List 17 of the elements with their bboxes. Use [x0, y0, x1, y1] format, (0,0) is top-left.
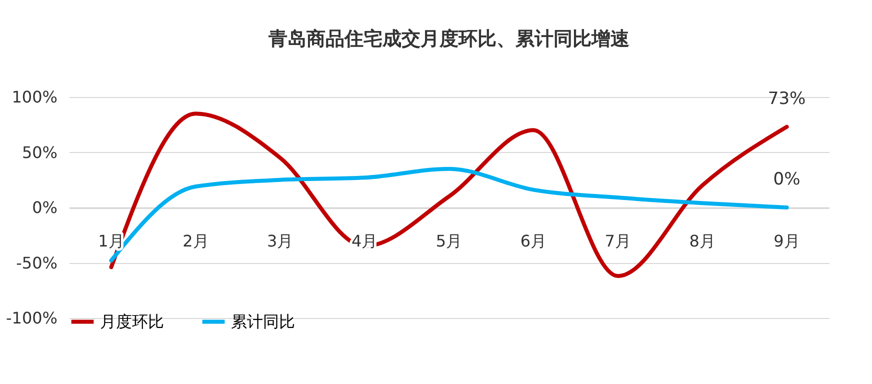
- data-label: 0%: [773, 170, 800, 190]
- chart-title: 青岛商品住宅成交月度环比、累计同比增速: [268, 28, 630, 50]
- x-tick-label: 6月: [520, 232, 547, 250]
- legend-label: 累计同比: [231, 312, 295, 331]
- x-tick-label: 7月: [604, 232, 631, 250]
- y-tick-label: 100%: [12, 88, 58, 106]
- x-tick-label: 2月: [182, 232, 209, 250]
- legend-label: 月度环比: [100, 312, 164, 331]
- y-tick-label: 50%: [22, 142, 58, 162]
- x-tick-label: 9月: [774, 232, 800, 250]
- y-tick-label: 0%: [32, 198, 58, 217]
- x-tick-label: 5月: [436, 232, 462, 250]
- data-label: 73%: [768, 88, 806, 109]
- x-tick-label: 3月: [267, 232, 294, 250]
- y-tick-label: -100%: [6, 308, 58, 328]
- x-tick-label: 8月: [689, 232, 716, 250]
- y-tick-label: -50%: [16, 253, 58, 272]
